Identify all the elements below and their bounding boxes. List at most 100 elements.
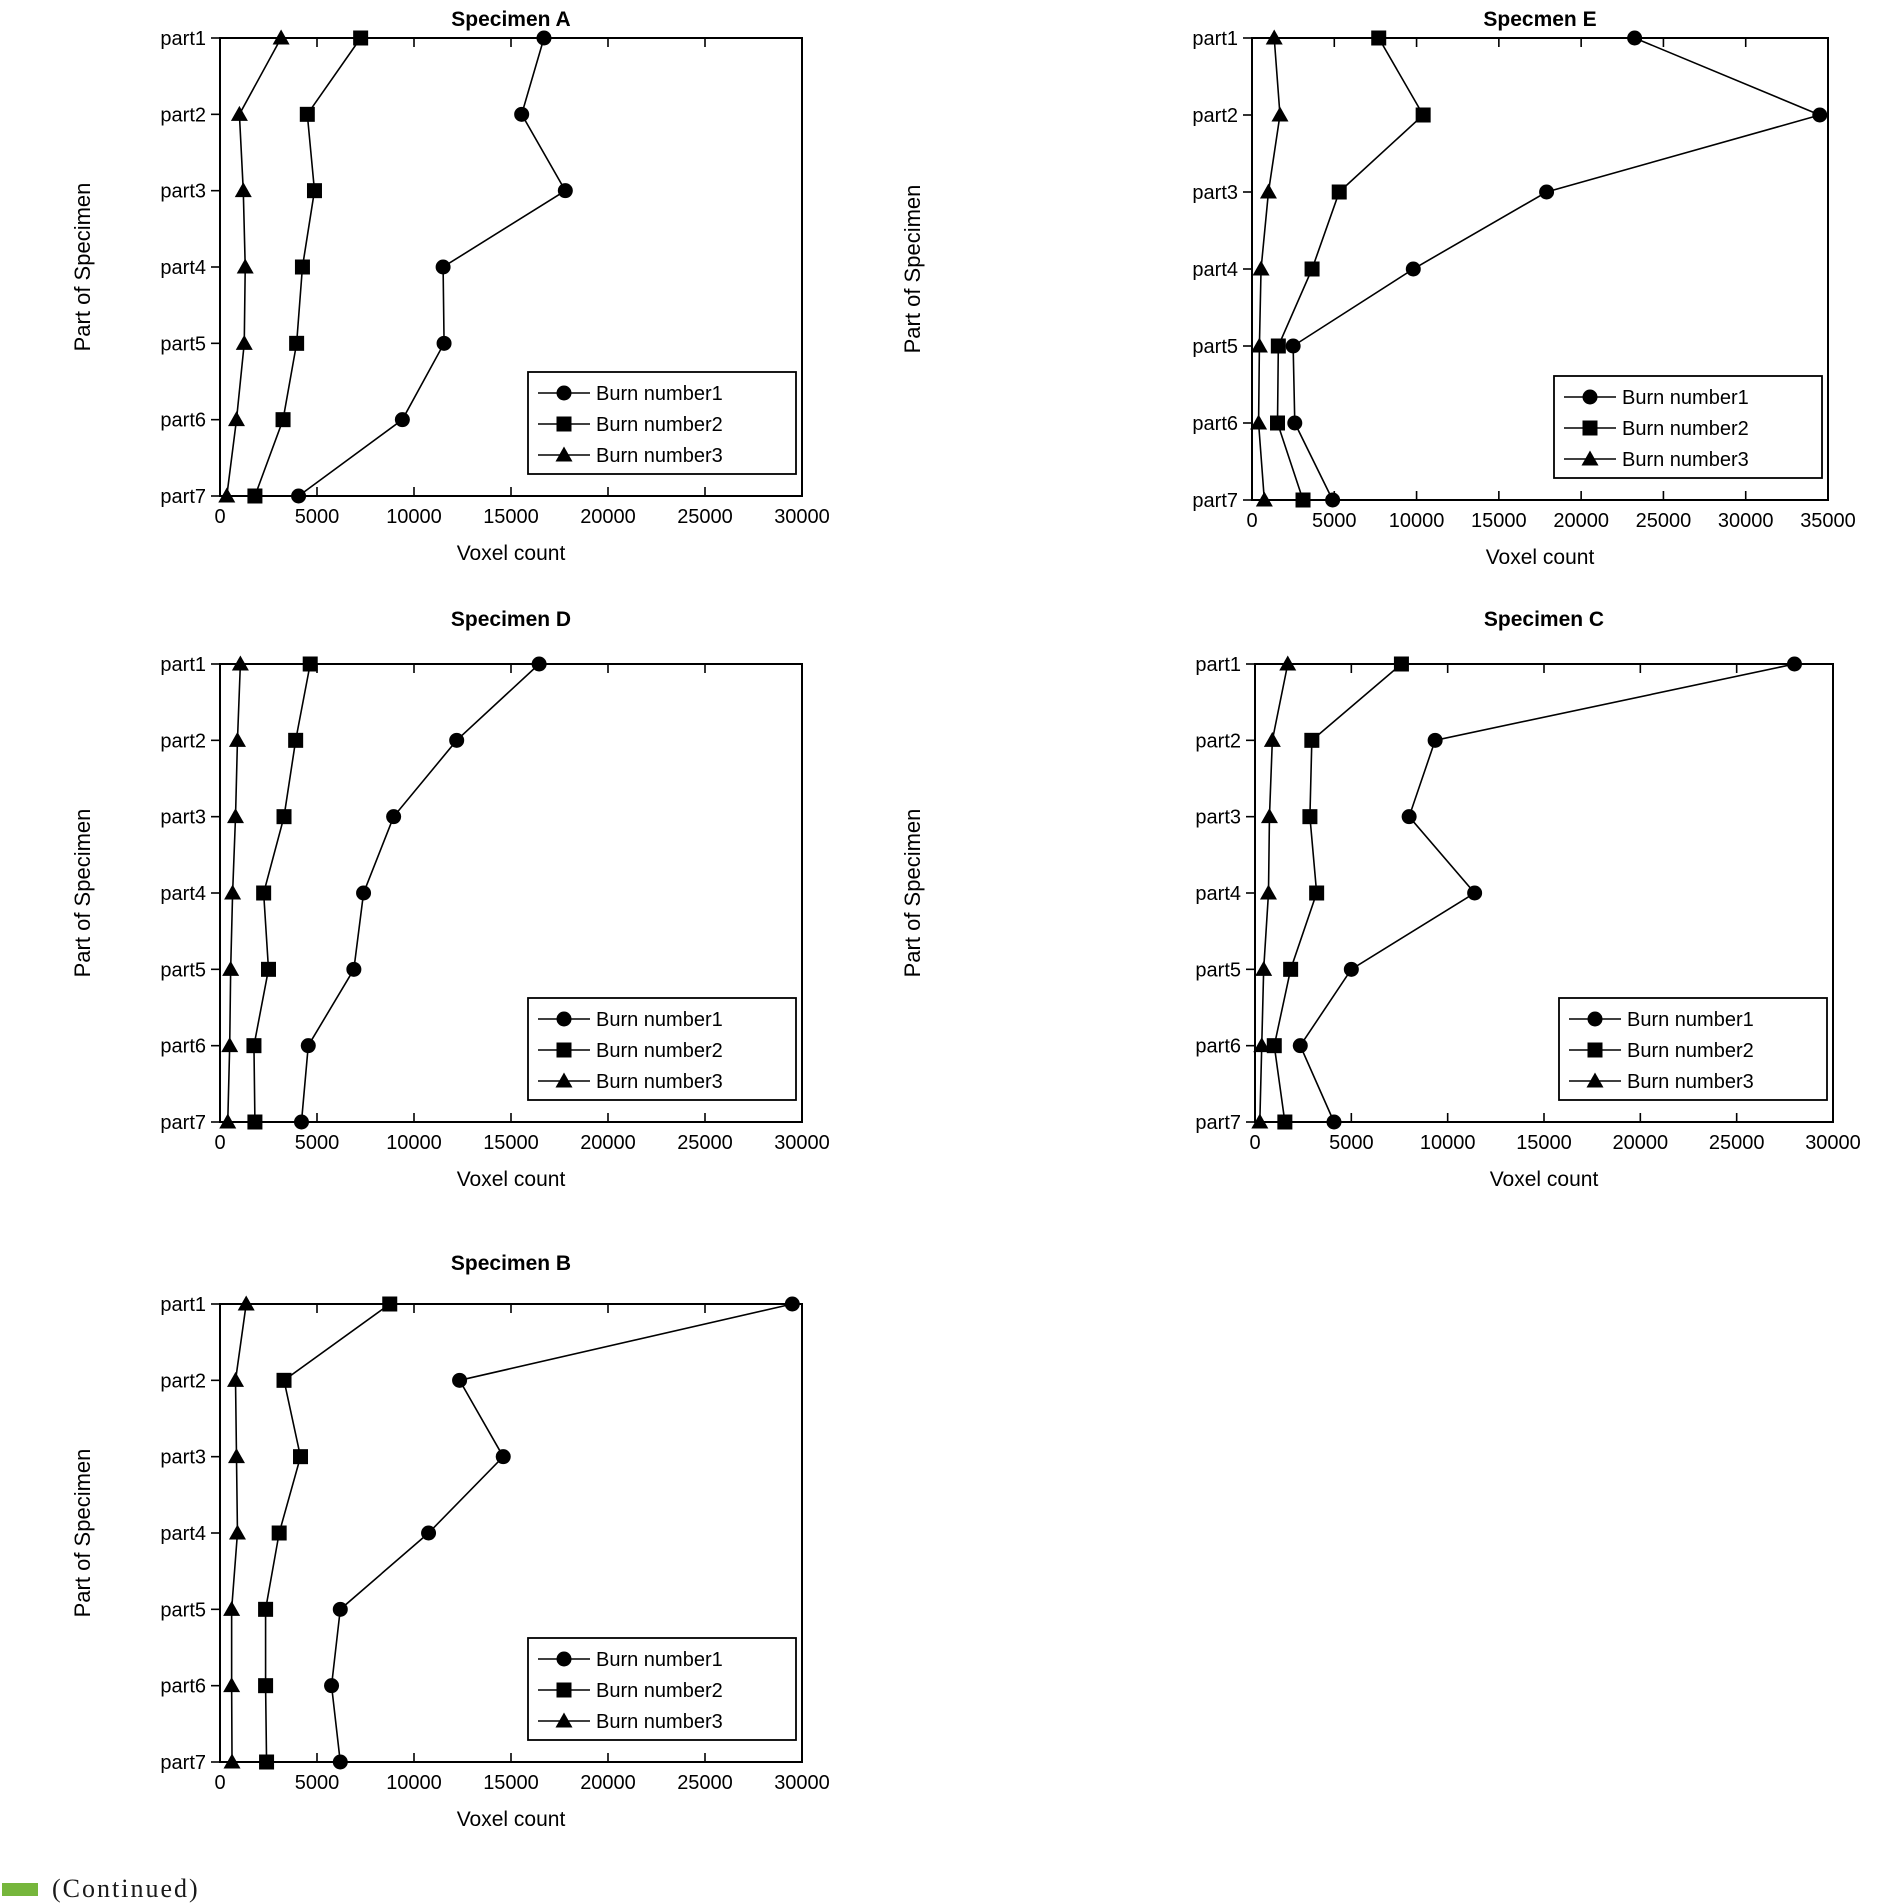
x-tick-label: 0 [214,1772,225,1794]
x-tick-label: 10000 [386,1772,442,1794]
y-tick-label: part6 [160,1036,206,1058]
triangle-marker [219,1113,237,1129]
chart-specimen-b: Specimen B 0 5000 10000 15000 20000 25000 30000… [20,1240,880,1890]
series-burn-number3 [223,1295,255,1769]
series-burn-number2 [1270,30,1431,508]
y-tick-label: part7 [160,486,206,508]
y-tick-label: part5 [160,1599,206,1621]
x-tick-label: 10000 [1389,510,1445,532]
x-tick-label: 25000 [1709,1132,1765,1154]
circle-marker [1786,656,1802,672]
legend-label: Burn number1 [596,383,723,405]
circle-marker [452,1372,468,1388]
triangle-marker [1259,884,1277,900]
triangle-marker [236,258,254,274]
x-tick-label: 10000 [386,506,442,528]
y-tick-label: part2 [160,104,206,126]
chart-specimen-d: Specimen D 0 5000 10000 15000 20000 25000 30000… [20,560,880,1205]
circle-marker [1343,961,1359,977]
circle-marker [435,259,451,275]
y-tick-label: part3 [160,807,206,829]
legend [1558,997,1828,1101]
circle-marker [1292,1038,1308,1054]
chart-specimen-c: Specimen C 0 5000 10000 15000 20000 25000 30000… [900,560,1900,1205]
legend-box [1558,997,1828,1101]
legend-box [527,371,797,475]
circle-marker [1627,30,1643,46]
plot-specmen-e: Specmen E 0 5000 10000 15000 20000 25000 30000 3… [900,8,1856,569]
triangle-marker [234,182,252,198]
triangle-marker [222,960,240,976]
x-tick-label: 5000 [295,1132,340,1154]
x-tick-label: 25000 [677,506,733,528]
y-tick-label: part5 [1195,959,1241,981]
square-marker [1270,338,1286,354]
legend-label: Burn number3 [596,1711,723,1733]
square-marker [382,1296,398,1312]
square-marker [1393,656,1409,672]
triangle-marker [228,731,246,747]
circle-marker [436,335,452,351]
legend-circle-icon [556,1651,572,1667]
chart-specmen-e: Specmen E 0 5000 10000 15000 20000 25000 30000 3… [900,0,1900,570]
y-tick-label: part6 [160,410,206,432]
triangle-marker [227,1371,245,1387]
series-burn-number3 [1250,29,1289,507]
y-tick-label: part4 [1195,883,1241,905]
series-burn-number1 [1292,656,1802,1130]
chart-title: Specimen B [451,1252,571,1275]
x-tick-label: 0 [214,1132,225,1154]
x-tick-label: 20000 [580,506,636,528]
series-burn-number1 [293,656,547,1130]
legend-triangle-icon [1586,1072,1604,1088]
triangle-marker [1252,260,1270,276]
x-tick-label: 5000 [1312,510,1357,532]
circle-marker [1287,415,1303,431]
legend-label: Burn number1 [1622,387,1749,409]
y-tick-label: part1 [1195,654,1241,676]
circle-marker [1427,732,1443,748]
y-tick-label: part5 [160,959,206,981]
legend-label: Burn number2 [596,1680,723,1702]
plot-specimen-c: Specimen C 0 5000 10000 15000 20000 25000 30000… [900,608,1861,1191]
square-marker [1302,809,1318,825]
circle-marker [495,1449,511,1465]
circle-marker [536,30,552,46]
y-tick-label: part2 [1195,730,1241,752]
triangle-marker [1250,414,1268,430]
triangle-marker [1271,106,1289,122]
y-tick-label: part6 [160,1676,206,1698]
circle-marker [557,183,573,199]
x-tick-label: 10000 [1420,1132,1476,1154]
circle-marker [1325,492,1341,508]
square-marker [1277,1114,1293,1130]
continued-footer: (Continued) [2,1874,200,1903]
circle-marker [421,1525,437,1541]
y-tick-label: part7 [1192,490,1238,512]
triangle-marker [1263,731,1281,747]
triangle-marker [223,1677,241,1693]
circle-marker [531,656,547,672]
x-tick-label: 0 [1249,1132,1260,1154]
square-marker [289,335,305,351]
series-burn-number2 [247,30,369,504]
circle-marker [1285,338,1301,354]
series-burn-number3 [219,655,249,1129]
plot-specimen-d: Specimen D 0 5000 10000 15000 20000 25000 30000… [70,608,830,1191]
square-marker [353,30,369,46]
x-tick-label: 30000 [774,1132,830,1154]
triangle-marker [235,334,253,350]
legend-triangle-icon [1581,450,1599,466]
x-tick-label: 30000 [1805,1132,1861,1154]
circle-marker [1467,885,1483,901]
series-line [1273,663,1402,1123]
triangle-marker [224,884,242,900]
legend-circle-icon [556,1011,572,1027]
x-axis-label: Voxel count [457,1808,566,1831]
x-tick-label: 20000 [1613,1132,1669,1154]
circle-marker [449,732,465,748]
y-tick-label: part7 [160,1112,206,1134]
legend-circle-icon [1582,389,1598,405]
series-line [300,663,540,1123]
y-tick-label: part2 [160,1370,206,1392]
